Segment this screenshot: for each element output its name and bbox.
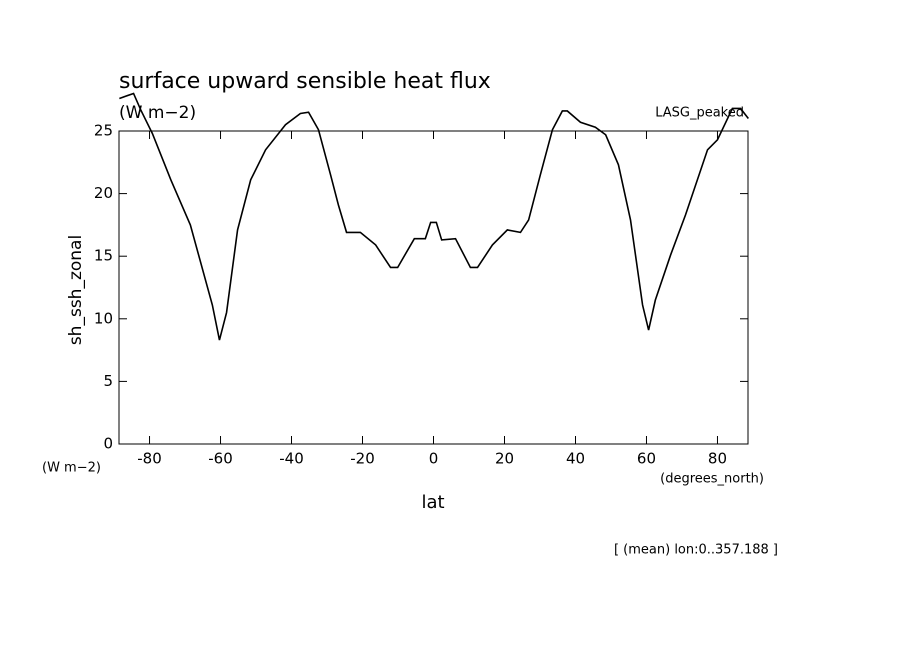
x-tick-label: -80: [137, 450, 162, 468]
chart-title: surface upward sensible heat flux: [119, 69, 491, 94]
y-tick-label: 25: [94, 122, 113, 140]
data-line: [119, 92, 749, 341]
x-units: (degrees_north): [660, 472, 764, 487]
x-tick-label: 60: [637, 450, 656, 468]
x-tick-label: 20: [495, 450, 514, 468]
y-tick-label: 5: [103, 372, 113, 390]
y-tick-label: 15: [94, 247, 113, 265]
x-tick-label: -40: [279, 450, 304, 468]
x-tick-label: 0: [429, 450, 439, 468]
annotation: [ (mean) lon:0..357.188 ]: [614, 543, 778, 558]
x-tick-label: 80: [708, 450, 727, 468]
plot-frame: [118, 130, 749, 445]
chart-subtitle: (W m−2): [119, 103, 196, 123]
y-tick-label: 10: [94, 309, 113, 327]
y-units: (W m−2): [42, 461, 101, 476]
x-axis-label: lat: [421, 492, 444, 513]
x-tick-label: 40: [566, 450, 585, 468]
x-tick-label: -20: [350, 450, 375, 468]
y-tick-label: 20: [94, 184, 113, 202]
y-axis-label: sh_ssh_zonal: [66, 235, 86, 345]
x-tick-label: -60: [208, 450, 233, 468]
y-tick-label: 0: [103, 435, 113, 453]
right-label: LASG_peaked: [655, 106, 744, 121]
